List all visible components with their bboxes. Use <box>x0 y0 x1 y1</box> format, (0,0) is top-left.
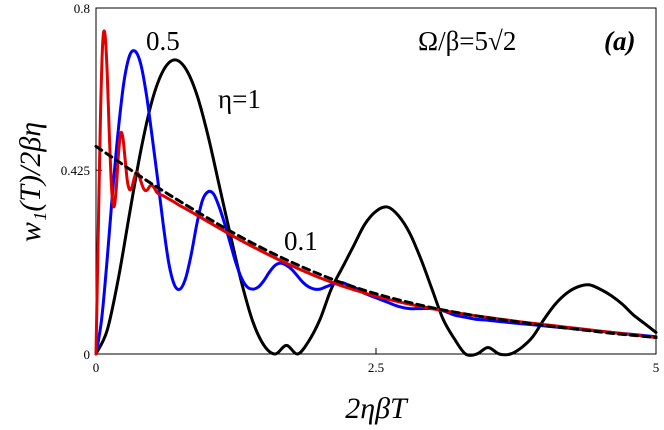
curves <box>94 29 658 357</box>
label-eta-0-1: 0.1 <box>284 226 318 256</box>
axis-ticks: 0 2.5 5 0 0.425 0.8 <box>61 1 660 375</box>
x-tick-label: 2.5 <box>368 360 384 375</box>
curve-eta-0-1 <box>94 29 658 356</box>
curve-eta-1 <box>94 58 658 357</box>
x-axis-title: 2ηβT <box>345 392 409 425</box>
param-annotation: Ω/β=5√2 <box>418 26 516 56</box>
x-tick-label: 5 <box>653 360 660 375</box>
curve-asymptotic-dashed <box>94 144 658 340</box>
label-eta-0-5: 0.5 <box>146 26 180 56</box>
label-eta-1: η=1 <box>218 84 261 114</box>
plot-frame <box>95 7 657 355</box>
curve-eta-0-5 <box>94 49 658 356</box>
y-tick-label: 0.425 <box>61 163 90 178</box>
plot-area-border <box>95 7 657 355</box>
y-axis-title: w₁(T)/2βη <box>14 122 47 242</box>
x-tick-label: 0 <box>93 360 100 375</box>
y-tick-label: 0.8 <box>74 1 90 16</box>
y-tick-label: 0 <box>84 347 91 362</box>
panel-label: (a) <box>604 26 635 56</box>
